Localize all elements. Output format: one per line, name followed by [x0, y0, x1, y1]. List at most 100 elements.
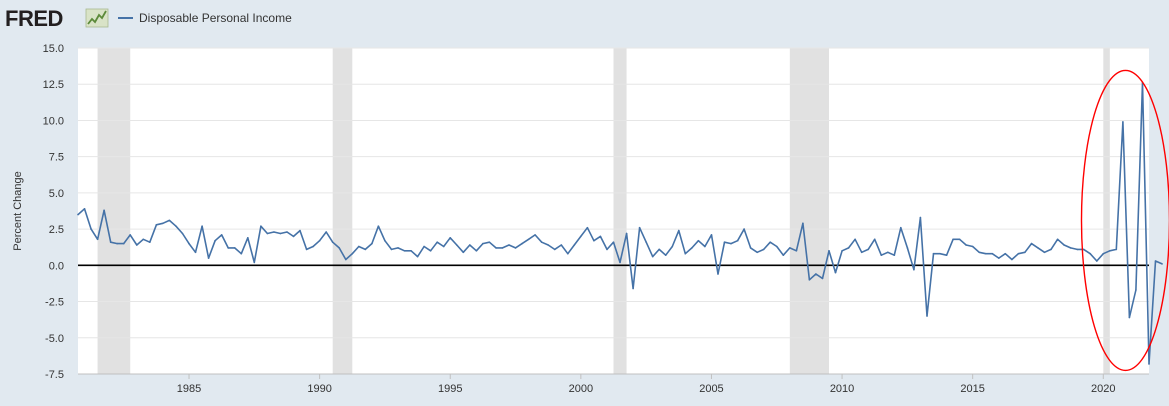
- data-point: [397, 247, 399, 249]
- data-point: [345, 258, 347, 261]
- data-point: [495, 247, 497, 249]
- y-axis-ticks: 15.0 12.5 10.0 7.5 5.0 2.5 0.0 -2.5 -5.0 -7.5: [43, 43, 64, 381]
- data-point: [423, 245, 425, 248]
- data-point: [697, 239, 700, 242]
- data-point: [860, 251, 863, 254]
- data-point: [913, 268, 915, 271]
- data-point: [1135, 289, 1137, 291]
- series-points: [77, 82, 1163, 365]
- data-point: [96, 238, 99, 241]
- data-point: [253, 261, 256, 264]
- data-point: [684, 252, 687, 255]
- data-point: [351, 252, 354, 255]
- data-point: [847, 247, 850, 249]
- data-point: [723, 241, 726, 243]
- data-point: [965, 244, 967, 246]
- y-tick-label: 2.5: [49, 224, 64, 236]
- y-tick-label: 0.0: [49, 260, 64, 272]
- data-point: [403, 250, 406, 252]
- data-point: [978, 251, 980, 254]
- y-tick-label: -2.5: [45, 297, 64, 309]
- data-point: [867, 248, 869, 251]
- legend: Disposable Personal Income: [118, 11, 292, 25]
- fred-logo-text: FRED: [5, 6, 63, 31]
- data-point: [482, 242, 484, 245]
- data-point: [900, 226, 902, 229]
- data-point: [1037, 247, 1039, 249]
- x-axis-ticks: 1985 1990 1995 2000 2005 2010 2015 2020: [177, 374, 1116, 395]
- data-point: [220, 234, 223, 236]
- recession-band-1: [97, 48, 131, 374]
- data-point: [233, 247, 236, 249]
- data-point: [710, 234, 713, 236]
- data-point: [1076, 248, 1078, 251]
- data-point: [560, 244, 563, 246]
- data-point: [1024, 251, 1026, 254]
- data-point: [678, 229, 680, 232]
- data-point: [116, 242, 118, 245]
- data-point: [416, 255, 419, 258]
- y-tick-label: 15.0: [43, 43, 64, 55]
- recession-band-3: [613, 48, 627, 374]
- data-point: [508, 244, 510, 246]
- y-tick-label: -7.5: [45, 369, 64, 381]
- data-point: [109, 241, 112, 243]
- data-point: [1128, 316, 1131, 319]
- data-point: [658, 248, 660, 251]
- data-point: [384, 239, 386, 242]
- data-point: [194, 251, 197, 254]
- data-point: [841, 250, 843, 252]
- data-point: [201, 225, 203, 227]
- y-tick-label: -5.0: [45, 333, 64, 345]
- data-point: [828, 250, 830, 252]
- data-point: [292, 235, 295, 238]
- data-point: [795, 250, 798, 252]
- recession-band-5: [1103, 48, 1110, 374]
- data-point: [704, 245, 706, 248]
- data-point: [651, 255, 654, 258]
- data-point: [625, 232, 628, 235]
- data-point: [142, 238, 145, 241]
- x-tick-label: 1985: [177, 383, 201, 395]
- data-point: [749, 247, 752, 249]
- data-point: [821, 277, 824, 280]
- x-tick-label: 2010: [830, 383, 854, 395]
- data-point: [442, 245, 445, 248]
- data-point: [762, 248, 765, 251]
- data-point: [475, 250, 478, 252]
- data-point: [338, 247, 341, 249]
- data-point: [958, 238, 961, 241]
- data-point: [919, 216, 922, 219]
- data-point: [789, 247, 791, 249]
- data-point: [1056, 238, 1059, 241]
- data-point: [331, 241, 334, 243]
- data-point: [77, 213, 79, 216]
- data-point: [887, 251, 889, 254]
- fred-logo[interactable]: FRED: [5, 6, 109, 31]
- data-point: [377, 225, 380, 227]
- data-point: [227, 247, 229, 249]
- data-point: [984, 252, 987, 255]
- data-point: [318, 239, 321, 242]
- data-point: [90, 228, 92, 230]
- data-point: [998, 257, 1000, 259]
- data-point: [449, 237, 452, 239]
- trend-line-icon: [85, 8, 109, 28]
- data-point: [815, 273, 817, 275]
- data-point: [469, 244, 471, 246]
- data-point: [501, 247, 504, 249]
- data-point: [456, 244, 458, 246]
- data-point: [1089, 252, 1091, 255]
- data-point: [266, 232, 269, 235]
- data-point: [782, 254, 785, 256]
- data-point: [240, 252, 243, 255]
- data-point: [103, 209, 105, 212]
- data-point: [1043, 251, 1046, 254]
- data-point: [802, 222, 804, 225]
- data-point: [149, 241, 151, 243]
- data-point: [1161, 263, 1163, 265]
- recession-band-2: [332, 48, 353, 374]
- data-point: [547, 244, 549, 246]
- data-point: [358, 245, 360, 248]
- data-point: [1082, 248, 1085, 251]
